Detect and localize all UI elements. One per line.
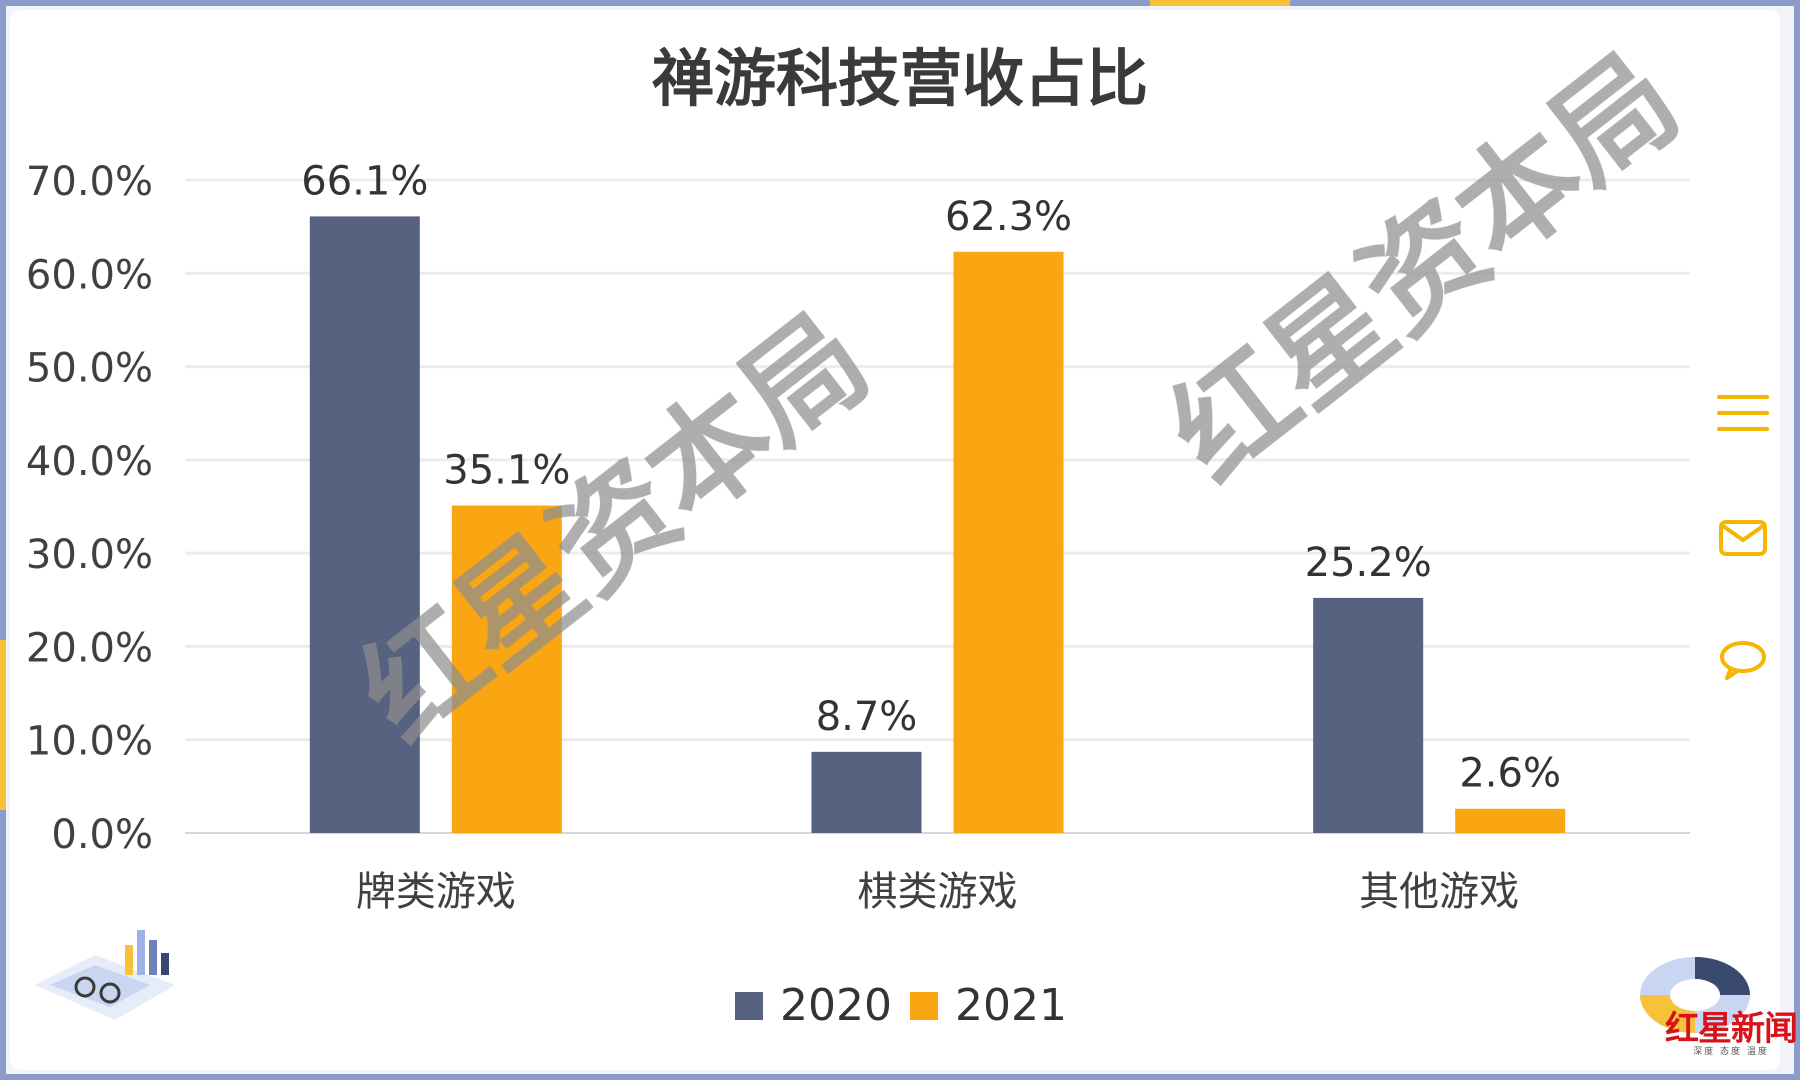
gridlines [185,178,1690,834]
x-tick-label: 其他游戏 [1359,869,1519,915]
data-label: 25.2% [1305,540,1432,586]
frame-top-yellow-accent [1150,0,1290,6]
data-label: 8.7% [816,694,918,740]
y-tick-label: 10.0% [26,719,153,765]
decorative-donut-icon [1640,957,1750,1033]
bar-2021-1 [953,251,1064,833]
y-axis-ticks: 0.0% 10.0% 20.0% 30.0% 40.0% 50.0% 60.0% 70.0% [26,159,153,858]
y-tick-label: 50.0% [26,346,153,392]
bar-2021-0 [451,505,562,833]
brand-tagline: 深度 态度 温度 [1693,1047,1769,1057]
x-tick-label: 棋类游戏 [858,869,1018,915]
bars [309,216,1566,834]
legend-swatch [910,992,938,1020]
menu-icon[interactable] [1715,385,1771,441]
y-tick-label: 40.0% [26,439,153,485]
data-labels: 66.1% 35.1% 8.7% 62.3% 25.2% 2.6% [301,158,1561,796]
frame-right-accent [1794,0,1800,1080]
bar-2020-2 [1313,597,1424,833]
bar-2021-2 [1455,808,1566,833]
data-label: 66.1% [301,158,428,204]
decorative-illustration-icon [35,930,175,1020]
bar-2020-0 [309,216,420,834]
data-label: 2.6% [1459,751,1561,797]
x-axis-ticks: 牌类游戏 棋类游戏 其他游戏 [356,869,1519,915]
bar-2020-1 [811,751,922,833]
legend-label: 2020 [780,980,892,1031]
brand-logo: 红星新闻 深度 态度 温度 [1665,1009,1798,1057]
frame-bottom-accent [0,1074,1800,1080]
brand-logo-text: 红星新闻 [1665,1009,1798,1049]
data-label: 35.1% [443,448,570,494]
y-tick-label: 30.0% [26,532,153,578]
chart-card [10,10,1780,1070]
y-tick-label: 20.0% [26,625,153,671]
chart-title: 禅游科技营收占比 [652,42,1148,115]
y-tick-label: 0.0% [51,812,153,858]
comment-icon[interactable] [1715,632,1771,688]
legend-label: 2021 [955,980,1067,1031]
frame-left-yellow-accent [0,640,6,810]
legend-swatch [735,992,763,1020]
y-tick-label: 60.0% [26,252,153,298]
watermark-text-2: 红星资本局 [1146,29,1704,508]
legend: 2020 2021 [735,980,1067,1031]
mail-icon[interactable] [1715,510,1771,566]
data-label: 62.3% [945,194,1072,240]
y-tick-label: 70.0% [26,159,153,205]
frame-top-accent [0,0,1800,6]
frame-left-accent [0,0,6,1080]
x-tick-label: 牌类游戏 [356,869,516,915]
